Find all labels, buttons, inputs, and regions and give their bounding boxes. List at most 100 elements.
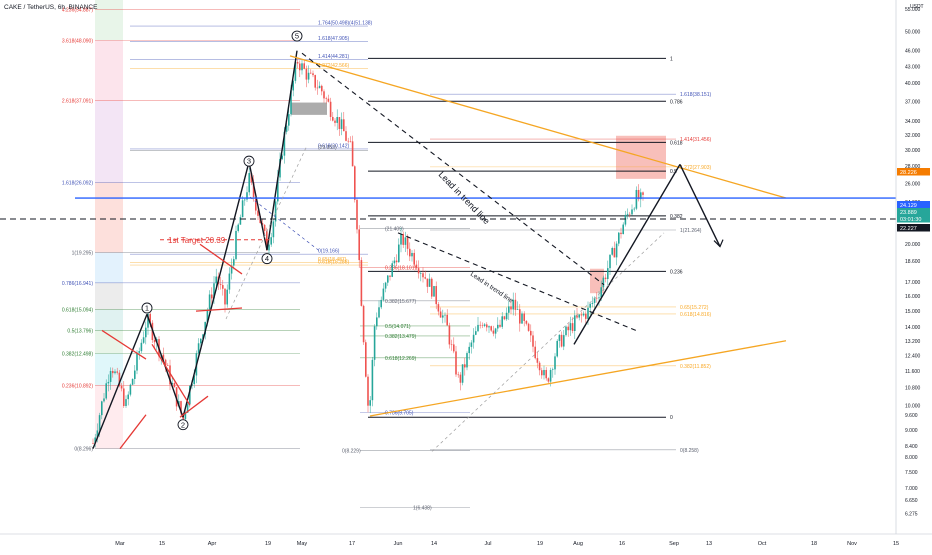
candle-body xyxy=(219,284,222,286)
wave-guide-line xyxy=(151,343,191,406)
candle-body xyxy=(118,372,121,386)
candle-body xyxy=(303,63,305,69)
price-badge-text: 24.129 xyxy=(900,203,917,209)
candle-body xyxy=(640,192,642,200)
candle-body xyxy=(365,342,367,377)
candle-body xyxy=(393,260,396,264)
ascending-trendline xyxy=(369,340,787,417)
price-tick-label: 13.200 xyxy=(905,339,921,345)
candle-body xyxy=(204,321,206,335)
wave-guide-line xyxy=(101,329,147,360)
fib-left-label: 1(19.295) xyxy=(72,251,94,257)
candle-body xyxy=(578,314,580,318)
candle-body xyxy=(503,316,506,320)
price-tick-label: 46.000 xyxy=(905,49,921,55)
candle-body xyxy=(211,294,213,299)
candle-body xyxy=(323,91,325,99)
wave-label-circle xyxy=(177,419,189,431)
candle-body xyxy=(142,337,145,343)
fib-band-zone xyxy=(95,9,123,41)
fib-right-label: 0(8.258) xyxy=(680,448,699,454)
candle-body xyxy=(189,385,191,405)
candle-body xyxy=(492,330,495,334)
candle-body xyxy=(145,327,147,338)
fib-retracement-label: 0.236 xyxy=(670,269,683,275)
lead-in-trendline xyxy=(397,232,637,331)
candle-body xyxy=(233,259,235,266)
fib-band-zone xyxy=(95,0,123,10)
fib-left-label: 0.786(16.941) xyxy=(62,281,93,287)
fib-right-label: 0.618(14.816) xyxy=(680,312,711,318)
candle-body xyxy=(609,254,611,269)
candle-body xyxy=(582,313,585,316)
candle-body xyxy=(602,277,605,288)
price-axis[interactable] xyxy=(896,0,932,550)
candle-body xyxy=(193,375,195,385)
resistance-zone xyxy=(291,102,327,115)
candle-body xyxy=(446,314,448,326)
candle-body xyxy=(426,278,429,287)
candle-body xyxy=(442,315,444,318)
guide-diagonal xyxy=(225,147,307,320)
candle-body xyxy=(312,73,314,76)
candle-body xyxy=(241,200,244,218)
price-tick-label: 6.275 xyxy=(905,512,918,518)
candle-body xyxy=(131,378,134,385)
candle-body xyxy=(417,268,420,274)
fib-extension-label: 1.764(50.498)(4(51.138) xyxy=(318,21,373,27)
candle-body xyxy=(560,334,563,347)
candle-body xyxy=(461,364,464,383)
candle-body xyxy=(527,323,530,331)
candle-body xyxy=(545,369,547,379)
price-badge xyxy=(897,208,930,216)
candle-body xyxy=(332,116,334,121)
candle-body xyxy=(398,244,400,263)
price-tick-label: 40.000 xyxy=(905,81,921,87)
fib-mid-label: 0(8.229) xyxy=(342,449,361,455)
wave-guide-line xyxy=(119,414,147,449)
fib-mid-label: 0.236(18.101) xyxy=(385,265,416,271)
candle-body xyxy=(167,365,169,366)
candle-body xyxy=(494,328,497,334)
candle-body xyxy=(519,309,521,324)
fib-left-label: 2.618(37.091) xyxy=(62,99,93,105)
candle-body xyxy=(134,370,136,379)
candle-body xyxy=(230,265,233,274)
candle-body xyxy=(162,354,165,360)
fib-band-zone xyxy=(95,353,123,386)
time-tick-label: 19 xyxy=(265,541,271,547)
candle-body xyxy=(433,286,435,297)
candle-body xyxy=(525,320,528,324)
time-tick-label: Nov xyxy=(847,541,857,547)
lead-in-trendline xyxy=(301,52,605,286)
fib-extension-label: 0.618(30.142) xyxy=(318,143,349,149)
candle-body xyxy=(448,325,451,345)
price-tick-label: 8.000 xyxy=(905,455,918,461)
candle-body xyxy=(257,210,259,216)
fib-retracement-label: 0.382 xyxy=(670,214,683,220)
candle-body xyxy=(292,80,294,91)
candle-body xyxy=(213,283,215,299)
fib-band-zone xyxy=(95,40,123,101)
candle-body xyxy=(347,140,349,142)
candle-body xyxy=(329,101,332,117)
candle-body xyxy=(472,334,475,343)
candle-body xyxy=(569,323,572,331)
fib-retracement-label: 1 xyxy=(670,56,673,62)
candle-body xyxy=(415,264,418,269)
candle-body xyxy=(571,323,574,332)
price-tick-label: 50.000 xyxy=(905,29,921,35)
candle-body xyxy=(334,120,336,123)
candle-body xyxy=(611,247,613,255)
candle-body xyxy=(501,316,503,327)
candle-body xyxy=(585,313,587,319)
price-tick-label: 9.000 xyxy=(905,428,918,434)
candle-body xyxy=(574,315,576,332)
fib-right-label: 1.272(27.903) xyxy=(680,165,711,171)
fib-left-label: 1.618(26.092) xyxy=(62,180,93,186)
fib-extension-label: 0.65(18.487) xyxy=(318,257,347,263)
candle-body xyxy=(382,288,385,300)
candle-body xyxy=(541,370,543,376)
price-tick-label: 37.000 xyxy=(905,99,921,105)
